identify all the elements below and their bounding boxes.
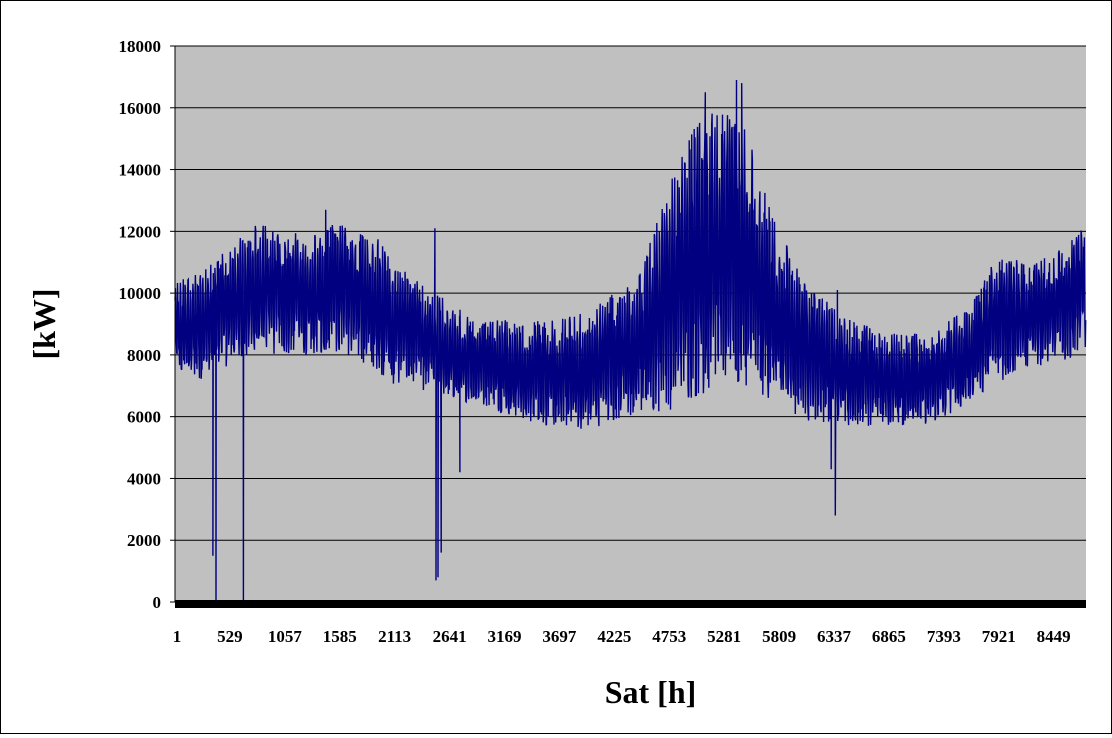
y-tick-label: 16000	[119, 99, 162, 118]
x-tick-labels: 1 529 1057 1585 2113 2641 3169 3697 4225 4753 5281…	[173, 627, 1071, 646]
y-tick-label: 4000	[127, 469, 161, 488]
x-axis-title: Sat [h]	[605, 674, 697, 710]
x-tick-label: 4753	[652, 627, 686, 646]
x-tick-label: 2113	[378, 627, 411, 646]
x-tick-label: 1	[173, 627, 182, 646]
y-tick-labels: 0 2000 4000 6000 8000 10000 12000 14000 16000 180…	[119, 37, 162, 612]
x-tick-label: 2641	[433, 627, 467, 646]
y-tick-label: 6000	[127, 408, 161, 427]
y-tick-label: 0	[153, 593, 162, 612]
x-tick-label: 1057	[268, 627, 303, 646]
x-tick-label: 1585	[323, 627, 357, 646]
y-tick-label: 18000	[119, 37, 162, 56]
y-tick-label: 12000	[119, 222, 162, 241]
y-tick-label: 14000	[119, 161, 162, 180]
x-tick-label: 8449	[1037, 627, 1071, 646]
x-tick-label: 7393	[927, 627, 961, 646]
x-tick-label: 3169	[487, 627, 521, 646]
y-tick-label: 2000	[127, 531, 161, 550]
x-tick-label: 6865	[872, 627, 906, 646]
x-tick-label: 5281	[707, 627, 741, 646]
x-tick-label: 4225	[597, 627, 631, 646]
y-tick-label: 10000	[119, 284, 162, 303]
x-tick-label: 7921	[982, 627, 1016, 646]
x-tick-label: 5809	[762, 627, 796, 646]
x-tick-label: 6337	[817, 627, 852, 646]
x-tick-label: 529	[217, 627, 243, 646]
x-tick-label: 3697	[542, 627, 577, 646]
y-axis-title: [kW]	[26, 288, 62, 359]
x-axis-tick-marks	[175, 600, 1086, 608]
y-tick-label: 8000	[127, 346, 161, 365]
